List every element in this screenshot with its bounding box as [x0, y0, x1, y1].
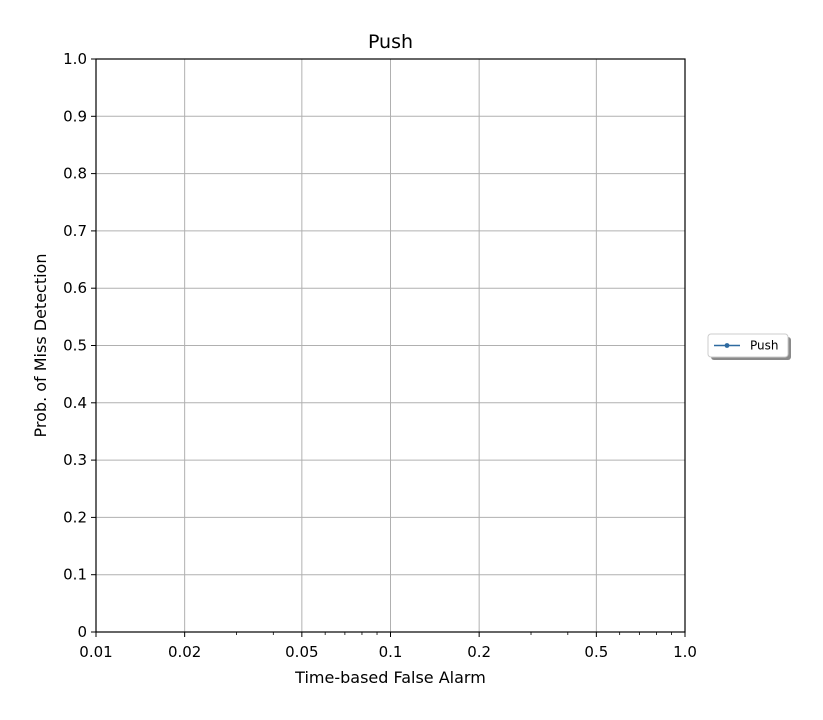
- legend-entry-label: Push: [750, 339, 779, 353]
- y-axis-label: Prob. of Miss Detection: [31, 254, 50, 438]
- legend-box: [707, 333, 789, 358]
- x-tick-label: 0.01: [79, 643, 112, 661]
- x-tick-label: 0.05: [285, 643, 318, 661]
- y-tick-label: 0.7: [63, 222, 87, 240]
- legend: Push: [707, 333, 791, 360]
- x-tick-label: 0.5: [584, 643, 608, 661]
- chart-title: Push: [368, 31, 413, 53]
- y-tick-label: 0.9: [63, 107, 87, 125]
- y-tick-label: 0: [77, 623, 87, 641]
- legend-marker: [724, 343, 730, 348]
- y-axis: 0 0.1 0.2 0.3 0.4 0.5 0.6 0.7 0.8 0.9 1.0: [63, 50, 96, 641]
- y-tick-label: 0.1: [63, 566, 87, 584]
- x-tick-label: 0.2: [467, 643, 491, 661]
- x-axis-label: Time-based False Alarm: [294, 668, 486, 687]
- x-tick-label: 0.02: [168, 643, 201, 661]
- y-tick-label: 0.6: [63, 279, 87, 297]
- y-tick-label: 0.2: [63, 508, 87, 526]
- gridlines: [95, 58, 686, 633]
- y-tick-label: 0.3: [63, 451, 87, 469]
- x-tick-label: 0.1: [379, 643, 403, 661]
- y-tick-label: 0.8: [63, 165, 87, 183]
- x-axis: 0.01 0.02 0.05 0.1 0.2 0.5 1.0: [79, 632, 697, 661]
- y-tick-label: 1.0: [63, 50, 87, 68]
- x-tick-label: 1.0: [673, 643, 697, 661]
- y-tick-label: 0.4: [63, 394, 87, 412]
- y-tick-label: 0.5: [63, 337, 87, 355]
